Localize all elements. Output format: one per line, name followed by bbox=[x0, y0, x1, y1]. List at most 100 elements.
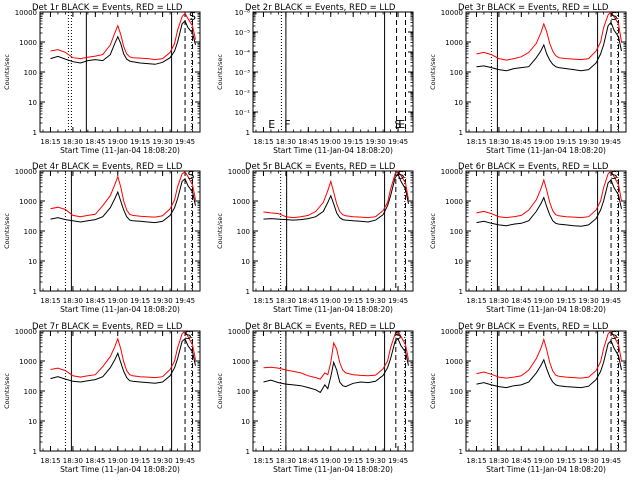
chart-title: Det 5r BLACK = Events, RED = LLD bbox=[245, 162, 396, 172]
x-tick-label: 19:45 bbox=[388, 457, 408, 465]
y-tick-label: 1 bbox=[246, 448, 250, 456]
y-tick-label: 10000 bbox=[441, 328, 463, 336]
chart-title: Det 8r BLACK = Events, RED = LLD bbox=[245, 322, 396, 332]
x-tick-label: 19:15 bbox=[343, 297, 363, 305]
y-tick-label: 10000 bbox=[441, 9, 463, 17]
x-tick-label: 19:15 bbox=[343, 457, 363, 465]
chart-title: Det 7r BLACK = Events, RED = LLD bbox=[32, 322, 183, 332]
x-tick-label: 19:45 bbox=[601, 297, 621, 305]
y-tick-label: 10 bbox=[28, 99, 37, 107]
y-tick-label: 10000 bbox=[441, 168, 463, 176]
y-tick-label: 10000 bbox=[15, 328, 37, 336]
series-line-events bbox=[476, 21, 622, 72]
marker-letter: S bbox=[611, 329, 618, 342]
y-axis-label: Counts/sec bbox=[216, 213, 224, 249]
x-tick-label: 19:45 bbox=[175, 138, 195, 146]
marker-letter: S bbox=[185, 329, 192, 342]
y-axis-label: Counts/sec bbox=[429, 373, 437, 409]
x-tick-label: 18:45 bbox=[85, 457, 105, 465]
y-tick-label: 10 bbox=[454, 258, 463, 266]
y-tick-label: 1000 bbox=[19, 39, 37, 47]
y-tick-label: 1 bbox=[459, 448, 463, 456]
chart-panel-3: Det 3r BLACK = Events, RED = LLD 1 10 100 10… bbox=[429, 3, 627, 155]
series-line-events bbox=[50, 20, 196, 65]
marker-letter: S bbox=[395, 118, 402, 131]
x-tick-label: 19:00 bbox=[108, 297, 128, 305]
x-axis-label: Start Time (11-Jan-04 18:08:20) bbox=[60, 305, 180, 314]
y-tick-label: 10 bbox=[241, 258, 250, 266]
y-tick-label: 10⁻³ bbox=[235, 69, 251, 77]
x-tick-label: 18:30 bbox=[63, 297, 83, 305]
y-tick-label: 1000 bbox=[445, 198, 463, 206]
y-axis-label: Counts/sec bbox=[429, 213, 437, 249]
y-tick-label: 1000 bbox=[19, 198, 37, 206]
chart-title: Det 4r BLACK = Events, RED = LLD bbox=[32, 162, 183, 172]
x-tick-label: 18:15 bbox=[253, 138, 273, 146]
x-tick-label: 19:15 bbox=[130, 297, 150, 305]
marker-letter: E bbox=[398, 118, 405, 131]
chart-panel-1: Det 1r BLACK = Events, RED = LLD 1 10 100 10… bbox=[3, 3, 201, 155]
series-line-lld bbox=[50, 331, 196, 379]
series-line-events bbox=[263, 172, 409, 223]
x-tick-label: 18:15 bbox=[40, 297, 60, 305]
x-axis-label: Start Time (11-Jan-04 18:08:20) bbox=[486, 465, 606, 474]
chart-title: Det 1r BLACK = Events, RED = LLD bbox=[32, 3, 183, 13]
x-tick-label: 18:45 bbox=[85, 297, 105, 305]
y-tick-label: 1 bbox=[246, 288, 250, 296]
chart-panel-6: Det 6r BLACK = Events, RED = LLD 1 10 100 10… bbox=[429, 162, 627, 314]
marker-letter: S bbox=[189, 10, 196, 23]
y-tick-label: 10000 bbox=[228, 328, 250, 336]
x-tick-label: 18:15 bbox=[466, 457, 486, 465]
series-line-events bbox=[50, 337, 196, 384]
series-line-events bbox=[476, 179, 622, 227]
plot-frame bbox=[39, 330, 201, 452]
x-tick-label: 19:30 bbox=[153, 457, 173, 465]
y-axis-label: Counts/sec bbox=[3, 213, 11, 249]
x-tick-label: 18:30 bbox=[489, 138, 509, 146]
marker-letter: S bbox=[395, 329, 402, 342]
chart-panel-4: Det 4r BLACK = Events, RED = LLD 1 10 100 10… bbox=[3, 162, 201, 314]
y-tick-label: 10 bbox=[28, 418, 37, 426]
y-tick-label: 10⁻⁴ bbox=[235, 49, 251, 57]
y-tick-label: 100 bbox=[450, 388, 463, 396]
series-line-lld bbox=[476, 331, 622, 379]
x-tick-label: 19:00 bbox=[321, 138, 341, 146]
chart-panel-5: Det 5r BLACK = Events, RED = LLD 1 10 100 10… bbox=[216, 162, 414, 314]
x-tick-label: 19:30 bbox=[366, 457, 386, 465]
y-tick-label: 100 bbox=[450, 228, 463, 236]
chart-title: Det 2r BLACK = Events, RED = LLD bbox=[245, 3, 396, 13]
plot-frame bbox=[39, 170, 201, 292]
series-line-events bbox=[476, 339, 622, 389]
y-axis-label: Counts/sec bbox=[3, 54, 11, 90]
y-tick-label: 1 bbox=[33, 288, 37, 296]
series-line-lld bbox=[476, 171, 622, 219]
y-tick-label: 10000 bbox=[15, 9, 37, 17]
x-axis-label: Start Time (11-Jan-04 18:08:20) bbox=[60, 465, 180, 474]
x-tick-label: 19:45 bbox=[388, 138, 408, 146]
x-tick-label: 19:15 bbox=[556, 457, 576, 465]
y-tick-label: 1000 bbox=[445, 358, 463, 366]
x-tick-label: 19:30 bbox=[579, 297, 599, 305]
x-tick-label: 19:30 bbox=[579, 457, 599, 465]
x-axis-label: Start Time (11-Jan-04 18:08:20) bbox=[273, 465, 393, 474]
y-tick-label: 100 bbox=[237, 228, 250, 236]
series-line-events bbox=[263, 337, 409, 394]
chart-panel-7: Det 7r BLACK = Events, RED = LLD 1 10 100 10… bbox=[3, 322, 201, 474]
y-tick-label: 100 bbox=[24, 228, 37, 236]
x-tick-label: 19:45 bbox=[175, 297, 195, 305]
y-tick-label: 10 bbox=[454, 418, 463, 426]
x-tick-label: 19:30 bbox=[579, 138, 599, 146]
chart-panel-2: Det 2r BLACK = Events, RED = LLD 1 10⁻¹ 10⁻… bbox=[216, 3, 414, 155]
x-tick-label: 19:00 bbox=[108, 457, 128, 465]
x-axis-label: Start Time (11-Jan-04 18:08:20) bbox=[486, 305, 606, 314]
x-tick-label: 19:00 bbox=[534, 297, 554, 305]
y-tick-label: 1000 bbox=[232, 198, 250, 206]
y-axis-label: Counts/sec bbox=[3, 373, 11, 409]
chart-panel-8: Det 8r BLACK = Events, RED = LLD 1 10 100 10… bbox=[216, 322, 414, 474]
x-tick-label: 19:00 bbox=[108, 138, 128, 146]
marker-letter: E bbox=[268, 118, 275, 131]
x-tick-label: 18:30 bbox=[276, 297, 296, 305]
x-tick-label: 19:45 bbox=[601, 457, 621, 465]
x-axis-label: Start Time (11-Jan-04 18:08:20) bbox=[273, 146, 393, 155]
